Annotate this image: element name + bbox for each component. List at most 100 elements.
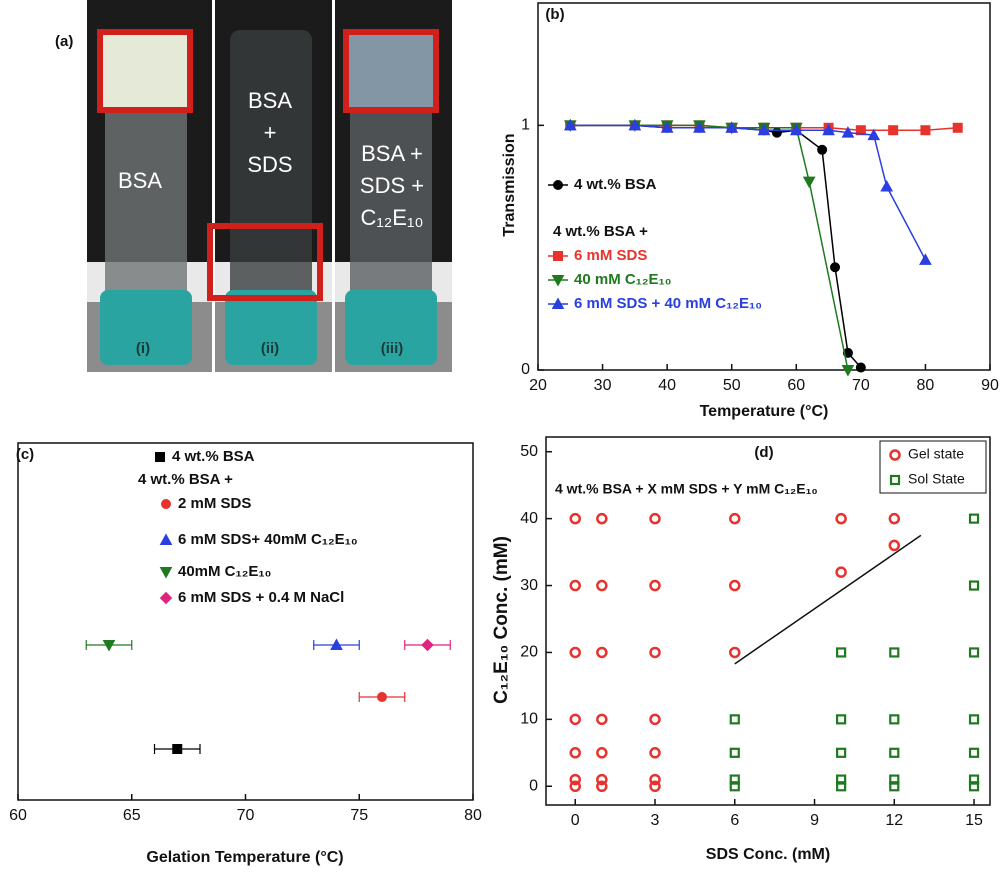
x-tick-label: 12 [885, 812, 903, 829]
marker [836, 774, 847, 785]
marker [889, 747, 900, 758]
marker [968, 647, 980, 658]
marker [596, 780, 608, 793]
marker [842, 347, 853, 358]
marker [817, 144, 828, 155]
marker [729, 747, 740, 758]
marker [889, 781, 900, 792]
panel-label: (c) [16, 446, 34, 463]
marker [968, 580, 980, 591]
x-tick-label: 80 [917, 377, 935, 394]
marker [569, 747, 581, 759]
legend-label: 40mM C₁₂E₁₀ [178, 563, 271, 580]
marker [888, 539, 901, 552]
y-tick-label: 30 [520, 577, 538, 594]
vial-text: SDS [247, 152, 292, 177]
y-axis-label: C₁₂E₁₀ Conc. (mM) [491, 536, 512, 704]
y-axis-label: Transmission [501, 133, 518, 236]
legend-label: 4 wt.% BSA [172, 448, 255, 465]
marker [802, 176, 816, 189]
marker [952, 122, 963, 133]
marker [569, 646, 581, 659]
marker [729, 714, 740, 725]
legend-marker [553, 251, 563, 261]
x-tick-label: 0 [571, 812, 580, 829]
y-tick-label: 0 [521, 361, 530, 378]
boundary-line [734, 534, 922, 665]
vial [230, 30, 312, 300]
legend-marker [161, 499, 171, 509]
x-tick-label: 70 [237, 807, 255, 824]
legend-label: 6 mM SDS + 0.4 M NaCl [178, 589, 344, 606]
vial-tag: (ii) [261, 340, 279, 357]
marker [855, 362, 866, 373]
marker [569, 773, 581, 786]
legend-marker [159, 567, 173, 579]
marker [968, 774, 980, 785]
y-tick-label: 10 [520, 711, 538, 728]
x-tick-label: 9 [810, 812, 819, 829]
series-line [570, 124, 927, 261]
marker [649, 747, 661, 759]
highlight-box [343, 29, 439, 113]
legend-label: Sol State [908, 471, 965, 487]
marker [596, 713, 608, 726]
vial-text: BSA + [361, 141, 423, 166]
legend-label: 6 mM SDS+ 40mM C₁₂E₁₀ [178, 531, 358, 548]
x-axis-label: Gelation Temperature (°C) [146, 849, 343, 866]
panel-label: (a) [55, 33, 73, 50]
highlight-box [207, 223, 323, 301]
marker [888, 512, 901, 525]
legend-marker [155, 452, 165, 462]
vial-cap [225, 290, 317, 365]
marker [968, 714, 980, 725]
legend-marker [159, 533, 173, 545]
plot-frame [537, 2, 991, 371]
marker [102, 640, 116, 652]
marker [649, 780, 661, 793]
vial-text: SDS + [360, 173, 424, 198]
marker [835, 566, 847, 578]
marker [920, 125, 931, 136]
marker [919, 253, 932, 265]
marker [789, 123, 803, 136]
marker [377, 692, 387, 702]
marker [596, 747, 608, 759]
photo-divider [332, 0, 335, 372]
marker [596, 579, 608, 592]
x-tick-label: 6 [730, 812, 739, 829]
marker [841, 365, 855, 377]
marker [693, 121, 706, 133]
vial-text: C₁₂E₁₀ [360, 205, 423, 230]
marker [596, 512, 608, 525]
x-axis-label: Temperature (°C) [700, 403, 829, 420]
marker [836, 647, 847, 658]
marker [649, 646, 661, 659]
legend-header: 4 wt.% BSA + [553, 223, 648, 240]
marker [172, 744, 183, 754]
marker [889, 647, 900, 658]
legend-marker [159, 591, 173, 605]
legend-label: Gel state [908, 446, 964, 462]
marker [421, 638, 434, 652]
marker [569, 512, 581, 525]
marker [836, 781, 847, 792]
panel-label: (b) [545, 6, 564, 23]
marker [569, 713, 581, 726]
marker [836, 747, 847, 758]
marker [830, 262, 841, 273]
marker [569, 579, 581, 592]
marker [968, 781, 980, 792]
marker [968, 747, 980, 758]
marker [855, 125, 866, 136]
vial-text: + [264, 120, 277, 145]
x-tick-label: 3 [651, 812, 660, 829]
marker [563, 118, 577, 131]
marker [649, 713, 661, 726]
marker [888, 125, 899, 136]
marker [835, 512, 847, 525]
marker [649, 773, 661, 786]
marker [841, 126, 855, 138]
marker [822, 123, 835, 136]
marker [330, 638, 343, 650]
